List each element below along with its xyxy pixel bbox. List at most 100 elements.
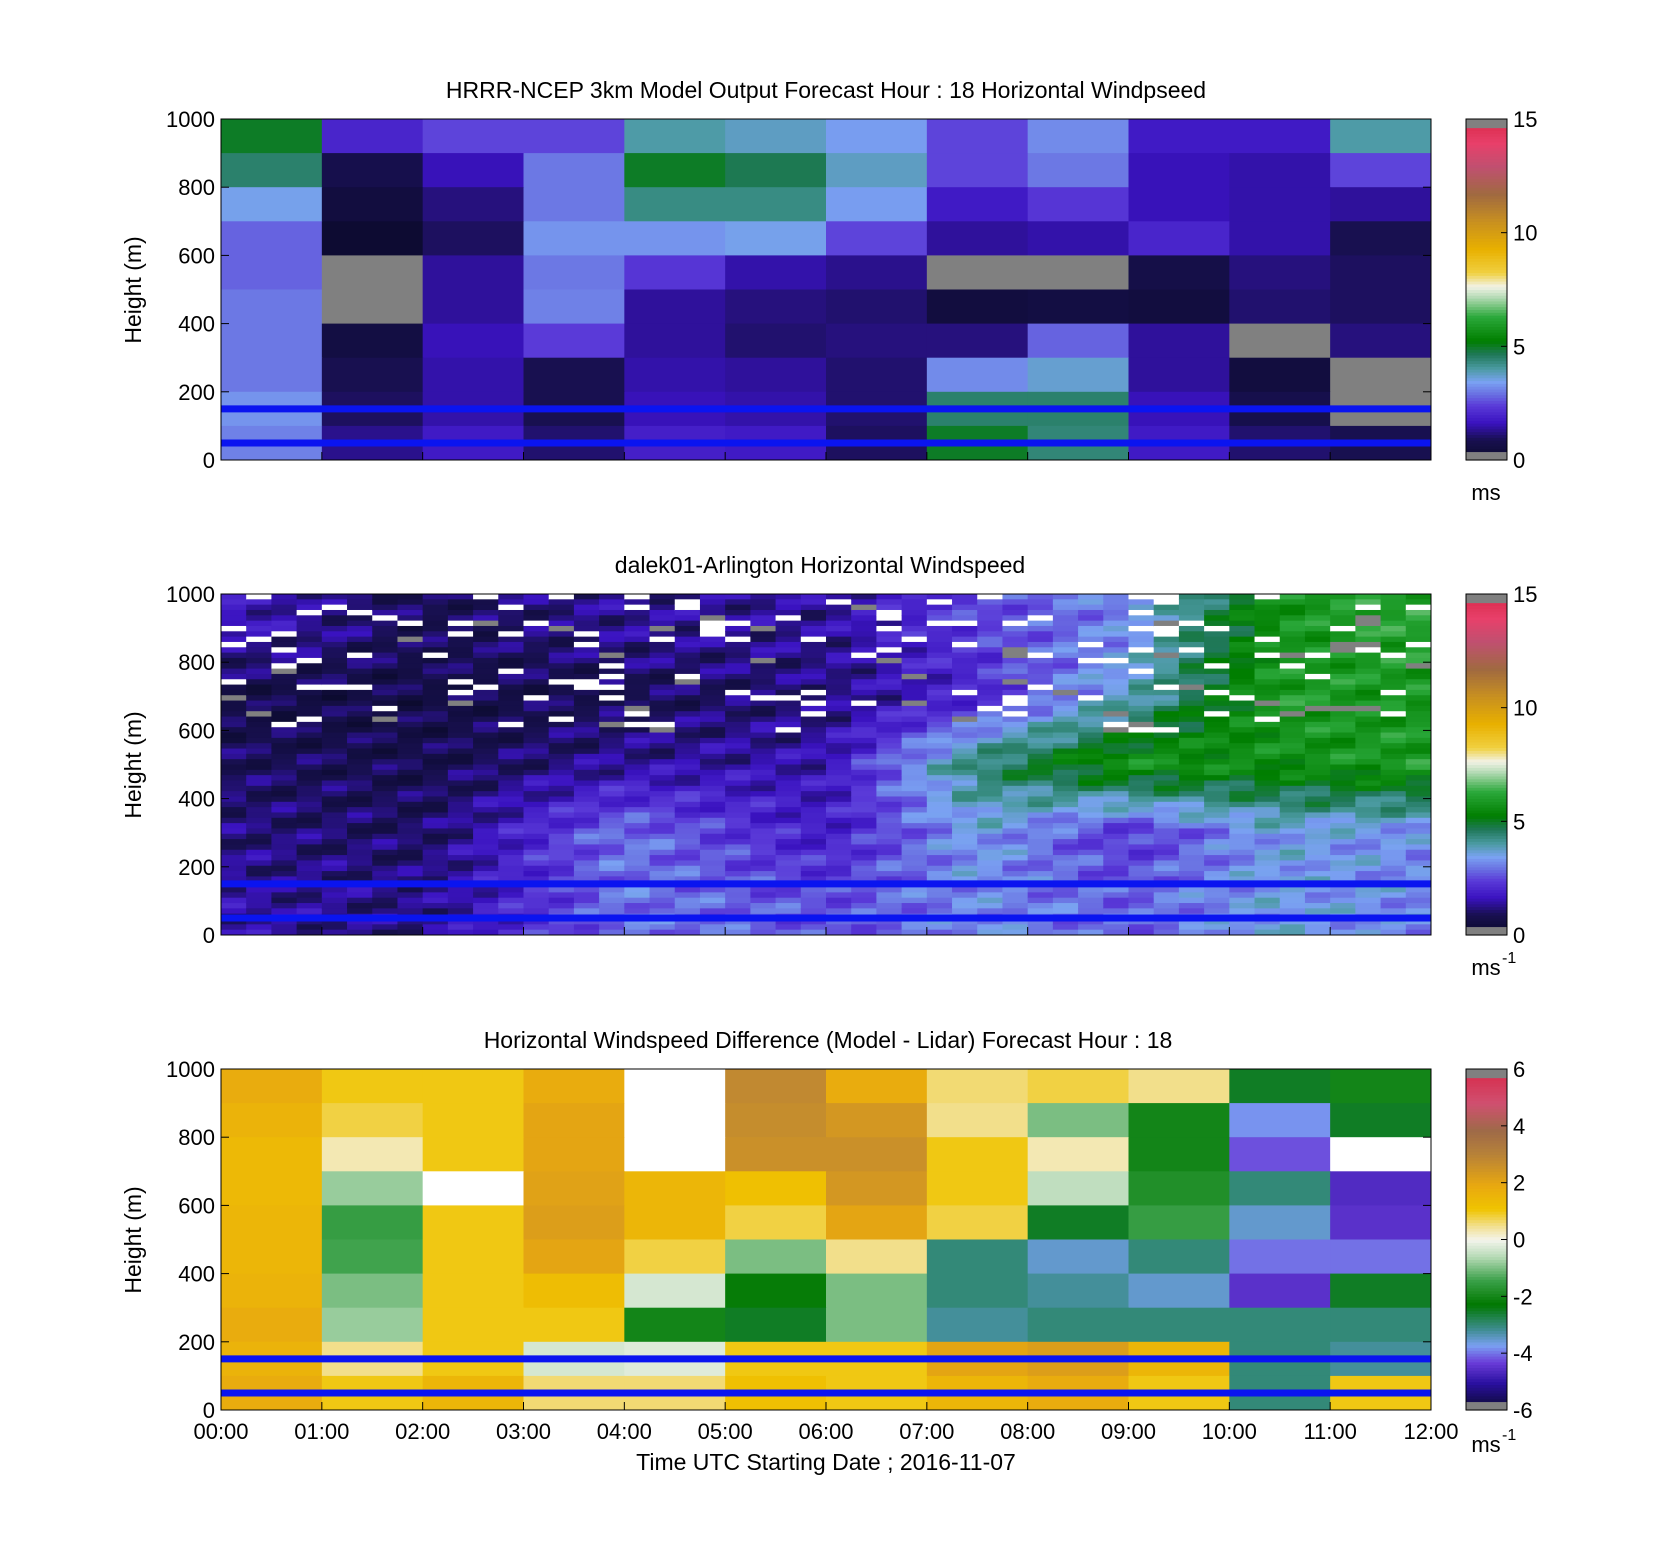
- heatmap-cell: [573, 636, 600, 643]
- colorbar-segment: [1466, 1259, 1507, 1263]
- heatmap-cell: [649, 609, 676, 616]
- heatmap-cell: [1380, 812, 1407, 819]
- heatmap-cell: [1279, 769, 1306, 776]
- heatmap-cell: [498, 812, 525, 819]
- heatmap-cell: [800, 828, 827, 835]
- heatmap-cell: [624, 663, 651, 670]
- heatmap-cell: [1153, 631, 1180, 638]
- heatmap-cell: [447, 785, 474, 792]
- heatmap-cell: [851, 652, 878, 659]
- heatmap-cell: [1052, 647, 1079, 654]
- heatmap-cell: [473, 892, 499, 899]
- heatmap-cell: [851, 599, 878, 606]
- heatmap-cell: [1355, 876, 1382, 883]
- y-tick-label: 1000: [166, 1057, 215, 1082]
- colorbar-segment: [1466, 642, 1507, 646]
- heatmap-cell: [826, 615, 852, 622]
- colorbar-segment: [1466, 898, 1507, 902]
- heatmap-cell: [473, 652, 499, 659]
- heatmap-cell: [1078, 652, 1104, 659]
- colorbar-segment: [1466, 628, 1507, 632]
- heatmap-cell: [750, 668, 777, 675]
- heatmap-cell: [901, 647, 928, 654]
- heatmap-cell: [1153, 929, 1180, 935]
- colorbar-segment: [1466, 872, 1507, 876]
- heatmap-cell: [321, 796, 348, 803]
- heatmap-cell: [1078, 673, 1104, 680]
- heatmap-cell: [246, 700, 273, 707]
- heatmap-cell: [1304, 833, 1331, 840]
- heatmap-cell: [498, 817, 525, 824]
- colorbar-segment: [1466, 1333, 1507, 1337]
- heatmap-cell: [1229, 892, 1256, 899]
- heatmap-cell: [952, 801, 978, 808]
- heatmap-cell: [246, 652, 273, 659]
- heatmap-cell: [548, 705, 575, 712]
- heatmap-cell: [1078, 785, 1104, 792]
- heatmap-cell: [523, 855, 550, 862]
- heatmap-cell: [296, 791, 323, 798]
- heatmap-cell: [422, 785, 449, 792]
- heatmap-cell: [699, 876, 726, 883]
- heatmap-cell: [1229, 817, 1256, 824]
- colorbar-segment: [1466, 1088, 1507, 1093]
- heatmap-cell: [321, 668, 348, 675]
- heatmap-cell: [548, 823, 575, 830]
- heatmap-cell: [1178, 673, 1205, 680]
- heatmap-cell: [1128, 721, 1155, 728]
- heatmap-cell: [624, 153, 726, 188]
- heatmap-cell: [271, 785, 298, 792]
- heatmap-cell: [321, 908, 348, 915]
- heatmap-cell: [1279, 609, 1306, 616]
- heatmap-cell: [397, 759, 424, 766]
- heatmap-cell: [1229, 641, 1256, 648]
- heatmap-cell: [851, 689, 878, 696]
- heatmap-cell: [725, 636, 751, 643]
- heatmap-cell: [952, 812, 978, 819]
- colorbar-segment: [1466, 312, 1507, 316]
- heatmap-cell: [926, 668, 953, 675]
- heatmap-cell: [221, 828, 247, 835]
- heatmap-cell: [1405, 599, 1431, 606]
- heatmap-cell: [649, 871, 676, 877]
- colorbar-segment: [1466, 1319, 1507, 1323]
- heatmap-cell: [725, 679, 751, 686]
- heatmap-cell: [1304, 796, 1331, 803]
- colorbar-segment: [1466, 619, 1507, 624]
- heatmap-cell: [1254, 849, 1281, 856]
- heatmap-cell: [1078, 887, 1104, 893]
- heatmap-cell: [674, 855, 701, 862]
- colorbar-segment: [1466, 1401, 1507, 1405]
- heatmap-cell: [271, 727, 298, 734]
- heatmap-cell: [246, 769, 273, 776]
- heatmap-cell: [952, 839, 978, 846]
- heatmap-cell: [1304, 625, 1331, 632]
- heatmap-cell: [674, 609, 701, 616]
- heatmap-cell: [1052, 679, 1079, 686]
- heatmap-cell: [1027, 1171, 1130, 1206]
- heatmap-cell: [800, 684, 827, 691]
- heatmap-cell: [473, 807, 499, 814]
- heatmap-cell: [624, 791, 651, 798]
- heatmap-cell: [750, 732, 777, 739]
- colorbar-segment: [1466, 298, 1507, 302]
- heatmap-cell: [321, 812, 348, 819]
- heatmap-cell: [977, 796, 1004, 803]
- heatmap-cell: [1078, 908, 1104, 915]
- heatmap-cell: [674, 716, 701, 723]
- colorbar-segment: [1466, 278, 1507, 282]
- heatmap-cell: [372, 679, 399, 686]
- heatmap-cell: [699, 892, 726, 899]
- heatmap-cell: [548, 673, 575, 680]
- heatmap-cell: [826, 289, 928, 325]
- heatmap-cell: [397, 668, 424, 675]
- heatmap-cell: [1279, 887, 1306, 893]
- heatmap-cell: [372, 876, 399, 883]
- heatmap-cell: [775, 796, 802, 803]
- heatmap-cell: [372, 823, 399, 830]
- heatmap-cell: [1204, 684, 1230, 691]
- heatmap-cell: [826, 839, 852, 846]
- heatmap-cell: [674, 631, 701, 638]
- heatmap-cell: [1128, 357, 1230, 393]
- heatmap-cell: [447, 657, 474, 664]
